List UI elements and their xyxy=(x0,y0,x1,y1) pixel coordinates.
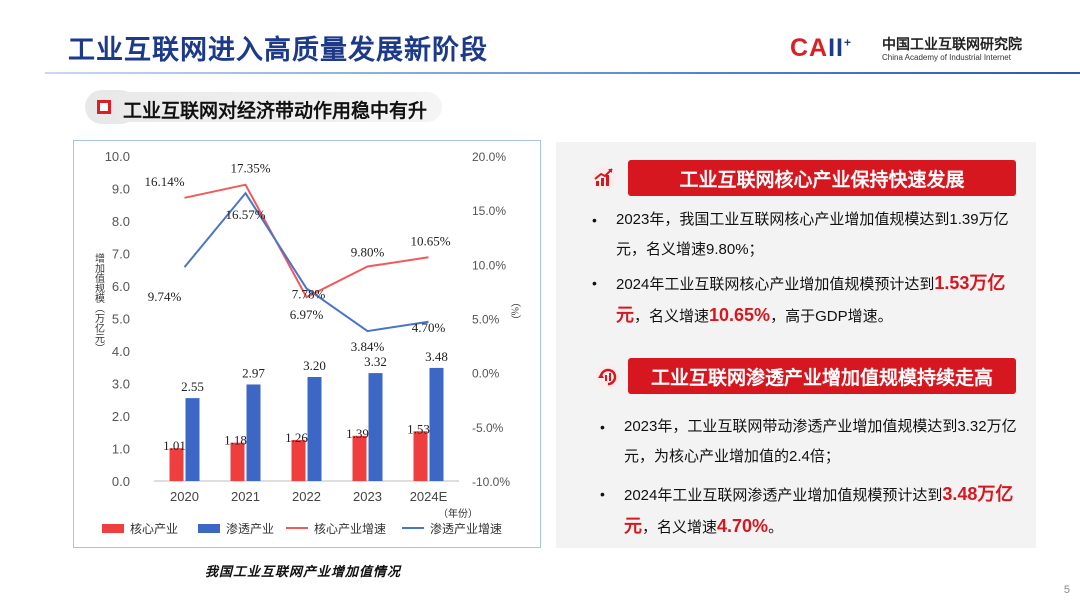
left-axis-tick: 0.0 xyxy=(112,474,130,489)
logo-name-en: China Academy of Industrial Internet xyxy=(882,53,1011,62)
x-axis-tick: 2021 xyxy=(231,489,260,504)
x-axis-tick: 2023 xyxy=(353,489,382,504)
bar-core xyxy=(169,448,184,481)
bar-value-label: 2.55 xyxy=(181,379,204,394)
caii-logo-mark: CAII+ xyxy=(790,34,853,62)
bar-value-label: 1.01 xyxy=(163,438,186,453)
right-axis-tick: -5.0% xyxy=(472,421,504,435)
legend-label: 核心产业 xyxy=(130,522,178,536)
line-value-label: 16.14% xyxy=(144,174,184,189)
right-axis-tick: 20.0% xyxy=(472,150,506,164)
value-added-chart: 0.0 1.0 2.0 3.0 4.0 5.0 6.0 7.0 8.0 9.0 10.0 -10.0%… xyxy=(93,149,521,536)
right-axis-tick: 15.0% xyxy=(472,204,506,218)
bullet-dot: • xyxy=(592,275,597,291)
bar-core xyxy=(230,442,245,481)
right-axis-tick: -10.0% xyxy=(472,475,510,489)
bar-value-label: 1.39 xyxy=(346,426,369,441)
line-value-label: 9.74% xyxy=(148,289,182,304)
chart-container: 0.0 1.0 2.0 3.0 4.0 5.0 6.0 7.0 8.0 9.0 10.0 -10.0%… xyxy=(73,140,541,548)
line-value-label: 9.80% xyxy=(351,245,385,260)
section-heading: 工业互联网对经济带动作用稳中有升 xyxy=(85,90,445,124)
section-title: 工业互联网对经济带动作用稳中有升 xyxy=(123,101,428,122)
bar-penetration xyxy=(429,367,444,481)
slide-title: 工业互联网进入高质量发展新阶段 xyxy=(68,35,488,65)
bar-core xyxy=(413,431,428,481)
title-divider xyxy=(45,72,1080,74)
left-axis-tick: 9.0 xyxy=(112,182,130,197)
left-axis-tick: 6.0 xyxy=(112,279,130,294)
highlight-rate: 4.70% xyxy=(717,516,769,536)
bullet-dot: • xyxy=(592,212,597,228)
left-axis-tick: 4.0 xyxy=(112,344,130,359)
legend-swatch xyxy=(198,524,220,533)
left-axis-tick: 10.0 xyxy=(105,149,130,164)
left-axis-tick: 7.0 xyxy=(112,247,130,262)
growth-cycle-icon xyxy=(596,365,620,389)
left-axis-tick: 3.0 xyxy=(112,377,130,392)
x-axis-tick: 2024E xyxy=(410,489,448,504)
legend-label: 渗透产业增速 xyxy=(430,521,502,536)
line-penetration-growth xyxy=(183,191,429,333)
bar-penetration xyxy=(246,384,261,481)
line-value-label: 6.97% xyxy=(290,307,324,322)
bar-value-label: 1.26 xyxy=(285,430,308,445)
page-number: 5 xyxy=(1063,584,1070,596)
bar-value-label: 1.53 xyxy=(407,421,430,436)
x-axis-tick: 2022 xyxy=(292,489,321,504)
right-panel xyxy=(556,142,1036,548)
left-axis-tick: 5.0 xyxy=(112,312,130,327)
legend-label: 核心产业增速 xyxy=(314,522,386,536)
trend-up-icon xyxy=(592,166,616,190)
x-axis-tick: 2020 xyxy=(170,489,199,504)
bullet-text: 2024年工业互联网核心产业增加值规模预计达到1.53万亿元，名义增速10.65… xyxy=(616,273,1006,325)
bullet-text: 2023年，工业互联网带动渗透产业增加值规模达到3.32万亿元，为核心产业增加值… xyxy=(624,418,1017,465)
bar-value-label: 3.32 xyxy=(364,354,387,369)
section-square-icon xyxy=(97,100,111,114)
caii-logo: CAII+ 中国工业互联网研究院 China Academy of Indust… xyxy=(790,32,1050,68)
line-value-label: 4.70% xyxy=(412,320,446,335)
bar-penetration xyxy=(307,377,322,481)
line-value-label: 3.84% xyxy=(351,339,385,354)
highlight-value: 1.53万亿元 xyxy=(616,273,1006,325)
banner-core-industry: 工业互联网核心产业保持快速发展 xyxy=(628,160,1016,196)
line-value-label: 17.35% xyxy=(230,161,270,176)
highlight-value: 3.48万亿元 xyxy=(624,484,1014,536)
section-pill xyxy=(107,92,442,122)
legend-label: 渗透产业 xyxy=(226,521,274,536)
line-value-label: 10.65% xyxy=(410,233,450,248)
logo-name-cn: 中国工业互联网研究院 xyxy=(882,36,1022,52)
bar-value-label: 3.20 xyxy=(303,358,326,373)
bar-core xyxy=(352,435,367,481)
bar-penetration xyxy=(368,373,383,481)
bar-value-label: 1.18 xyxy=(224,433,247,448)
line-core-growth xyxy=(184,183,429,299)
bar-core xyxy=(291,440,306,481)
right-axis-label: （%） xyxy=(509,297,521,325)
left-axis-tick: 8.0 xyxy=(112,214,130,229)
bar-value-label: 3.48 xyxy=(425,349,448,364)
x-axis-unit: （年份） xyxy=(438,507,478,520)
bullet-dot: • xyxy=(600,486,605,502)
left-axis-tick: 1.0 xyxy=(112,442,130,457)
banner-penetration-industry: 工业互联网渗透产业增加值规模持续走高 xyxy=(628,358,1016,394)
line-value-label: 16.57% xyxy=(225,207,265,222)
bar-value-label: 2.97 xyxy=(242,365,265,380)
bullet-dot: • xyxy=(600,419,605,435)
right-axis-tick: 5.0% xyxy=(472,313,500,327)
left-axis-tick: 2.0 xyxy=(112,409,130,424)
highlight-rate: 10.65% xyxy=(709,305,771,325)
right-axis-tick: 10.0% xyxy=(472,258,506,272)
legend-swatch xyxy=(102,524,124,533)
line-value-label: 7.78% xyxy=(292,286,326,301)
chart-caption: 我国工业互联网产业增加值情况 xyxy=(205,564,402,579)
right-axis-tick: 0.0% xyxy=(472,367,500,381)
bullet-text: 2024年工业互联网渗透产业增加值规模预计达到3.48万亿元，名义增速4.70%… xyxy=(624,484,1014,536)
left-axis-label: 增加值规模（万亿元） xyxy=(93,252,105,353)
bar-penetration xyxy=(185,398,200,481)
bullet-text: 2023年，我国工业互联网核心产业增加值规模达到1.39万亿元，名义增速9.80… xyxy=(616,211,1009,258)
